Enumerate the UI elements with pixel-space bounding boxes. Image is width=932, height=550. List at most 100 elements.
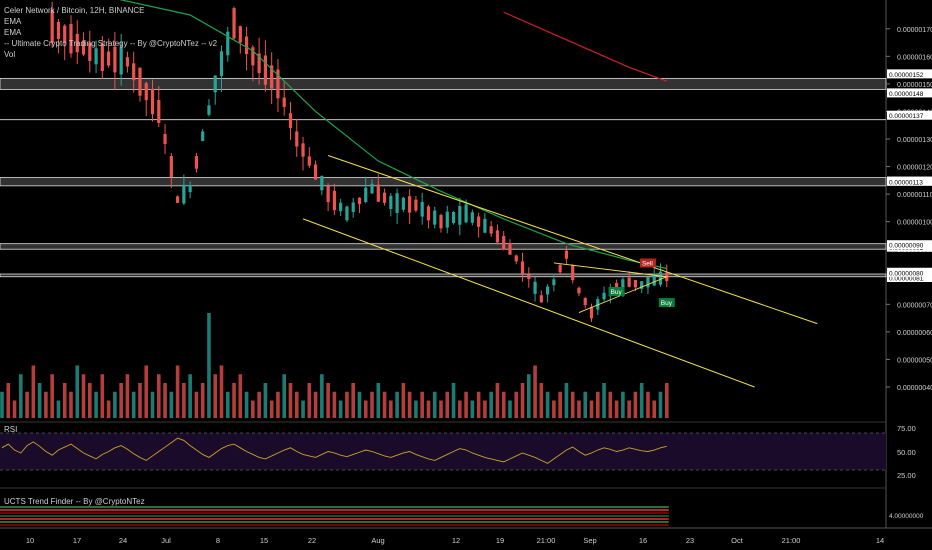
volume-bar: [395, 391, 399, 418]
volume-bar: [527, 374, 531, 418]
volume-bar: [294, 391, 299, 418]
candle-body: [69, 23, 73, 54]
ema-slow-line: [503, 11, 667, 82]
candle-body: [339, 202, 343, 212]
level-label: 0.00000090: [889, 243, 924, 250]
candle-body: [395, 193, 399, 213]
candle-body: [276, 69, 280, 99]
volume-bar: [652, 400, 657, 418]
candle-body: [527, 274, 531, 279]
candle-body: [119, 46, 123, 75]
candle-body: [426, 206, 431, 221]
candle-body: [176, 196, 180, 203]
candle-body: [63, 25, 67, 43]
candle-body: [238, 26, 242, 43]
volume-bar: [508, 400, 512, 418]
candle-body: [188, 185, 192, 193]
candle-body: [451, 212, 456, 224]
volume-bar: [458, 400, 462, 418]
volume-bar: [6, 383, 11, 418]
candle-body: [477, 216, 481, 227]
x-tick-label: Jul: [161, 536, 171, 545]
candle-body: [75, 34, 79, 53]
x-tick-label: 14: [876, 536, 884, 545]
level-label-box: [887, 69, 932, 79]
candle-body: [376, 184, 380, 202]
volume-bar: [552, 400, 556, 418]
sr-band: [0, 273, 887, 278]
volume-bar: [207, 313, 211, 418]
rsi-label[interactable]: RSI: [4, 425, 17, 434]
level-label-box: [887, 240, 932, 250]
candle-body: [389, 195, 393, 209]
candle-body: [295, 131, 299, 147]
level-label-box: [887, 273, 932, 283]
volume-bar: [251, 400, 255, 418]
indicator-ema-slow[interactable]: EMA: [4, 28, 22, 37]
trend-row: [0, 524, 669, 526]
indicator-ema-fast[interactable]: EMA: [4, 17, 22, 26]
rsi-tick-75: 75.00: [897, 424, 916, 433]
signal-markers: Buy Buy Sell: [608, 258, 675, 308]
candle-body: [232, 8, 236, 39]
candle-body: [107, 51, 111, 66]
volume-bar: [301, 400, 305, 418]
candle-body: [201, 131, 205, 142]
candle-body: [332, 190, 336, 211]
volume-bar: [602, 383, 606, 418]
volume-bar: [432, 391, 437, 418]
candle-body: [132, 63, 136, 81]
volume-bar: [307, 383, 312, 418]
volume-bar: [570, 391, 575, 418]
volume-bar: [633, 391, 638, 418]
y-tick-label: 0.00000170: [897, 27, 932, 34]
candle-body: [382, 192, 387, 203]
candle-body: [546, 286, 550, 295]
rsi-panel: [0, 432, 886, 471]
candle-body: [464, 204, 468, 223]
price-candles: [50, 1, 669, 323]
candle-body: [458, 206, 462, 225]
candle-body: [251, 47, 255, 66]
volume-bar: [483, 400, 487, 418]
candle-body: [226, 31, 230, 56]
candle-body: [533, 281, 537, 294]
x-tick-label: 17: [73, 536, 81, 545]
volume-bar: [200, 383, 205, 418]
rsi-band: [0, 433, 886, 470]
candle-body: [163, 134, 167, 144]
candle-body: [414, 199, 418, 211]
volume-bar: [426, 400, 431, 418]
candle-body: [401, 197, 405, 210]
indicator-ucts-strategy[interactable]: -- Ultimate Crypto Trading Strategy -- B…: [4, 39, 218, 48]
volume-bar: [169, 391, 174, 418]
volume-bar: [138, 383, 142, 418]
volume-bar: [263, 383, 268, 418]
chart-legend: Celer Network / Bitcoin, 12H, BINANCE EM…: [4, 6, 218, 59]
candle-body: [257, 53, 261, 73]
volume-bar: [131, 391, 136, 418]
x-tick-label: 21:00: [782, 536, 801, 545]
volume-bar: [639, 383, 644, 418]
volume-bar: [106, 400, 111, 418]
rsi-tick-50: 50.00: [897, 448, 916, 457]
volume-bar: [69, 391, 73, 418]
volume-bar: [520, 383, 525, 418]
candle-body: [652, 273, 656, 286]
indicator-volume[interactable]: Vol: [4, 50, 15, 59]
buy-signal-label: Buy: [611, 289, 623, 296]
candle-body: [439, 214, 443, 229]
level-label: 0.00000081: [889, 276, 924, 283]
candle-body: [646, 277, 650, 288]
support-resistance-bands: [0, 77, 887, 278]
y-tick-label: 0.00000160: [897, 54, 932, 61]
trend-finder-label[interactable]: UCTS Trend Finder -- By @CryptoNTez: [4, 497, 145, 506]
x-tick-label: Sep: [583, 536, 596, 545]
volume-bar: [113, 391, 117, 418]
volume-bar: [0, 391, 4, 418]
candle-body: [150, 88, 155, 115]
y-tick-label: 0.00000060: [897, 330, 932, 337]
candle-body: [113, 46, 117, 73]
x-tick-label: Oct: [731, 536, 744, 545]
